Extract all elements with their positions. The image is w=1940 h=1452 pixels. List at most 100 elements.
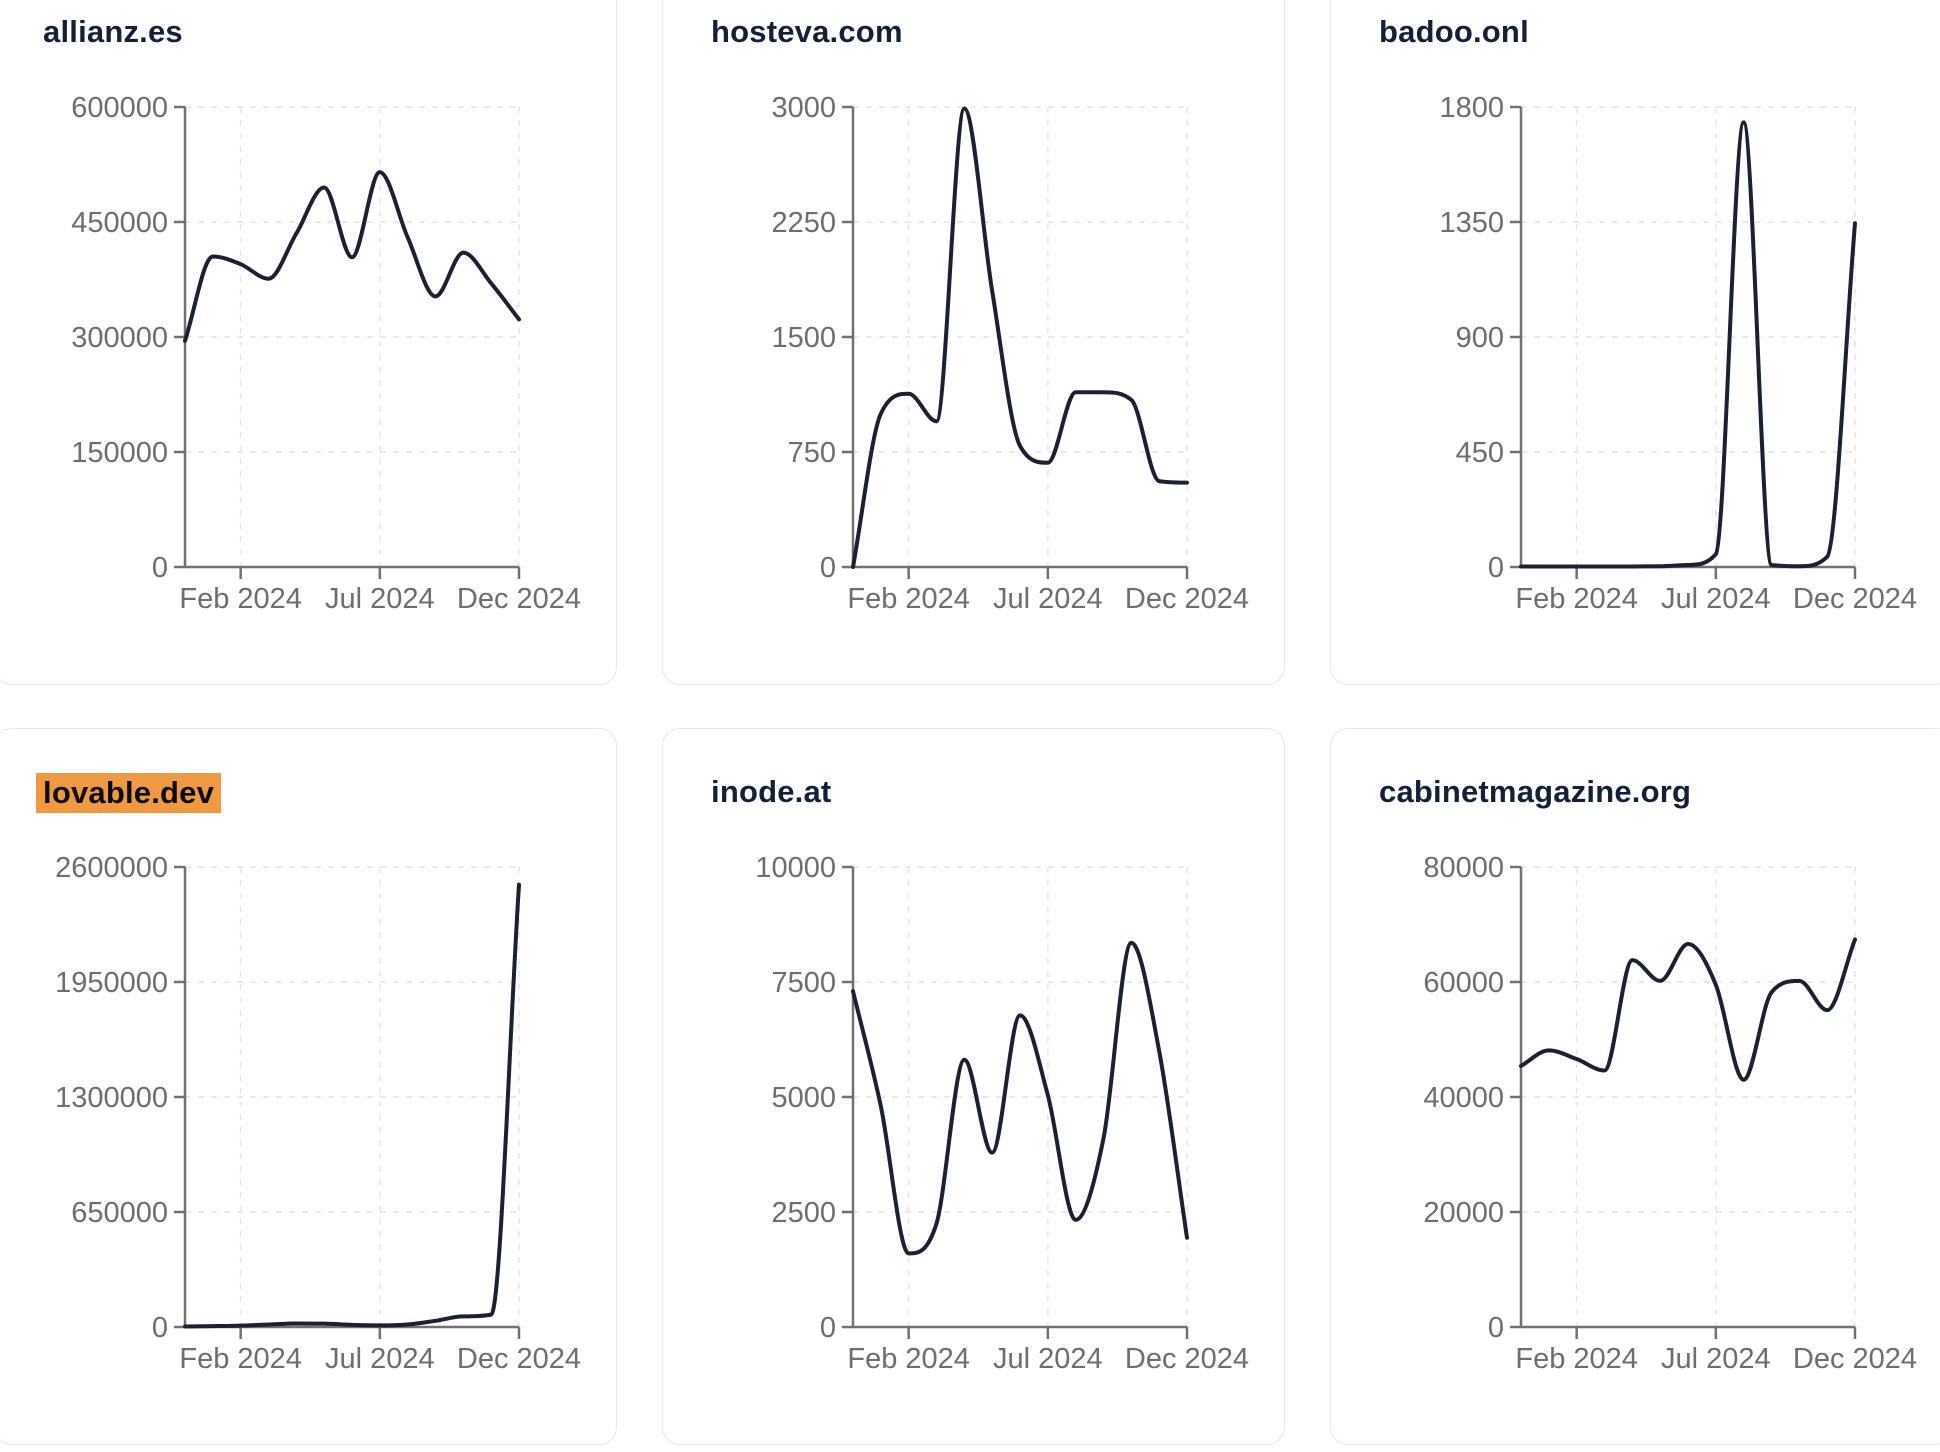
x-tick-label: Feb 2024 xyxy=(1515,1343,1638,1375)
chart-card-badoo-onl: badoo.onl 0 450 900 1350 1800 Feb 2024 Jul 202… xyxy=(1330,0,1940,685)
gridlines xyxy=(185,106,520,567)
axes xyxy=(183,867,519,1329)
line-chart: 0 650000 1300000 1950000 2600000 Feb 2024 Jul … xyxy=(55,852,581,1375)
line-chart: 0 150000 300000 450000 600000 Feb 2024 Jul 202… xyxy=(71,92,581,615)
x-tick-label: Dec 2024 xyxy=(1793,1343,1917,1375)
y-tick-label: 2250 xyxy=(771,207,836,239)
data-series-line xyxy=(183,170,521,343)
gridlines xyxy=(185,866,520,1327)
x-tick-label: Jul 2024 xyxy=(993,1343,1103,1375)
y-tick-label: 1300000 xyxy=(55,1082,168,1114)
y-tick-label: 1800 xyxy=(1439,92,1504,124)
axes xyxy=(1519,867,1855,1329)
x-tick-label: Jul 2024 xyxy=(325,1343,435,1375)
data-series-line xyxy=(851,940,1189,1256)
chart-title: hosteva.com xyxy=(663,0,1284,51)
y-tick-label: 1500 xyxy=(771,322,836,354)
chart-title: cabinetmagazine.org xyxy=(1331,729,1940,811)
data-series-line xyxy=(1519,120,1857,569)
x-tick-label: Feb 2024 xyxy=(847,583,970,615)
x-axis-ticks: Feb 2024 Jul 2024 Dec 2024 xyxy=(847,567,1249,615)
y-tick-label: 0 xyxy=(820,552,836,584)
chart-card-allianz-es: allianz.es 0 150000 300000 450000 600000 Feb … xyxy=(0,0,617,685)
axes xyxy=(851,107,1187,569)
domain-label-highlighted: lovable.dev xyxy=(36,773,222,813)
data-series-line xyxy=(851,106,1189,569)
gridlines xyxy=(853,106,1188,567)
y-tick-label: 0 xyxy=(152,552,168,584)
x-tick-label: Jul 2024 xyxy=(325,583,435,615)
line-chart: 0 750 1500 2250 3000 Feb 2024 Jul 2024 Dec 2024 xyxy=(771,92,1249,615)
x-tick-label: Dec 2024 xyxy=(457,583,581,615)
domain-label: hosteva.com xyxy=(711,14,903,49)
x-axis-ticks: Feb 2024 Jul 2024 Dec 2024 xyxy=(1515,1327,1917,1375)
x-tick-label: Feb 2024 xyxy=(179,583,302,615)
domain-label: cabinetmagazine.org xyxy=(1379,774,1692,809)
y-axis-ticks: 0 2500 5000 7500 10000 xyxy=(755,852,853,1344)
chart-title: allianz.es xyxy=(0,0,616,51)
y-tick-label: 450 xyxy=(1456,437,1504,469)
y-tick-label: 600000 xyxy=(71,92,168,124)
y-tick-label: 1350 xyxy=(1439,207,1504,239)
x-tick-label: Dec 2024 xyxy=(457,1343,581,1375)
y-tick-label: 5000 xyxy=(771,1082,836,1114)
chart-title: inode.at xyxy=(663,729,1284,811)
y-axis-ticks: 0 20000 40000 60000 80000 xyxy=(1423,852,1521,1344)
domain-label: badoo.onl xyxy=(1379,14,1529,49)
gridlines xyxy=(853,866,1188,1327)
y-tick-label: 300000 xyxy=(71,322,168,354)
x-tick-label: Jul 2024 xyxy=(1661,583,1771,615)
chart-card-inode-at: inode.at 0 2500 5000 7500 10000 Feb 2024 Jul 2… xyxy=(662,728,1285,1445)
y-axis-ticks: 0 150000 300000 450000 600000 xyxy=(71,92,185,584)
gridlines xyxy=(1521,866,1856,1327)
domain-label: allianz.es xyxy=(43,14,183,49)
x-tick-label: Feb 2024 xyxy=(1515,583,1638,615)
chart-card-lovable-dev: lovable.dev 0 650000 1300000 1950000 2600000… xyxy=(0,728,617,1445)
x-tick-label: Jul 2024 xyxy=(1661,1343,1771,1375)
y-tick-label: 0 xyxy=(152,1312,168,1344)
y-tick-label: 2500 xyxy=(771,1197,836,1229)
y-axis-ticks: 0 650000 1300000 1950000 2600000 xyxy=(55,852,185,1344)
chart-card-hosteva-com: hosteva.com 0 750 1500 2250 3000 Feb 2024 Jul … xyxy=(662,0,1285,685)
axes xyxy=(1519,107,1855,569)
y-tick-label: 10000 xyxy=(755,852,836,884)
x-axis-ticks: Feb 2024 Jul 2024 Dec 2024 xyxy=(847,1327,1249,1375)
axes xyxy=(851,867,1187,1329)
x-tick-label: Dec 2024 xyxy=(1125,583,1249,615)
y-tick-label: 0 xyxy=(820,1312,836,1344)
y-tick-label: 2600000 xyxy=(55,852,168,884)
x-axis-ticks: Feb 2024 Jul 2024 Dec 2024 xyxy=(179,1327,581,1375)
y-tick-label: 900 xyxy=(1456,322,1504,354)
y-tick-label: 0 xyxy=(1488,552,1504,584)
x-axis-ticks: Feb 2024 Jul 2024 Dec 2024 xyxy=(1515,567,1917,615)
x-tick-label: Dec 2024 xyxy=(1793,583,1917,615)
y-tick-label: 3000 xyxy=(771,92,836,124)
y-tick-label: 1950000 xyxy=(55,967,168,999)
x-tick-label: Dec 2024 xyxy=(1125,1343,1249,1375)
chart-title: lovable.dev xyxy=(0,729,616,813)
line-chart: 0 20000 40000 60000 80000 Feb 2024 Jul 2024 Dec… xyxy=(1423,852,1917,1375)
y-tick-label: 750 xyxy=(788,437,836,469)
domain-label: inode.at xyxy=(711,774,832,809)
chart-title: badoo.onl xyxy=(1331,0,1940,51)
y-tick-label: 40000 xyxy=(1423,1082,1504,1114)
y-tick-label: 80000 xyxy=(1423,852,1504,884)
y-tick-label: 450000 xyxy=(71,207,168,239)
y-axis-ticks: 0 450 900 1350 1800 xyxy=(1439,92,1521,584)
line-chart: 0 450 900 1350 1800 Feb 2024 Jul 2024 Dec 2024 xyxy=(1439,92,1917,615)
y-tick-label: 7500 xyxy=(771,967,836,999)
y-tick-label: 0 xyxy=(1488,1312,1504,1344)
x-tick-label: Feb 2024 xyxy=(847,1343,970,1375)
line-chart: 0 2500 5000 7500 10000 Feb 2024 Jul 2024 Dec 20… xyxy=(755,852,1249,1375)
y-tick-label: 60000 xyxy=(1423,967,1504,999)
data-series-line xyxy=(183,882,521,1329)
axes xyxy=(183,107,519,569)
y-tick-label: 20000 xyxy=(1423,1197,1504,1229)
x-axis-ticks: Feb 2024 Jul 2024 Dec 2024 xyxy=(179,567,581,615)
gridlines xyxy=(1521,106,1856,567)
y-tick-label: 650000 xyxy=(71,1197,168,1229)
x-tick-label: Feb 2024 xyxy=(179,1343,302,1375)
x-tick-label: Jul 2024 xyxy=(993,583,1103,615)
chart-card-cabinetmagazine-org: cabinetmagazine.org 0 20000 40000 60000 8000… xyxy=(1330,728,1940,1445)
